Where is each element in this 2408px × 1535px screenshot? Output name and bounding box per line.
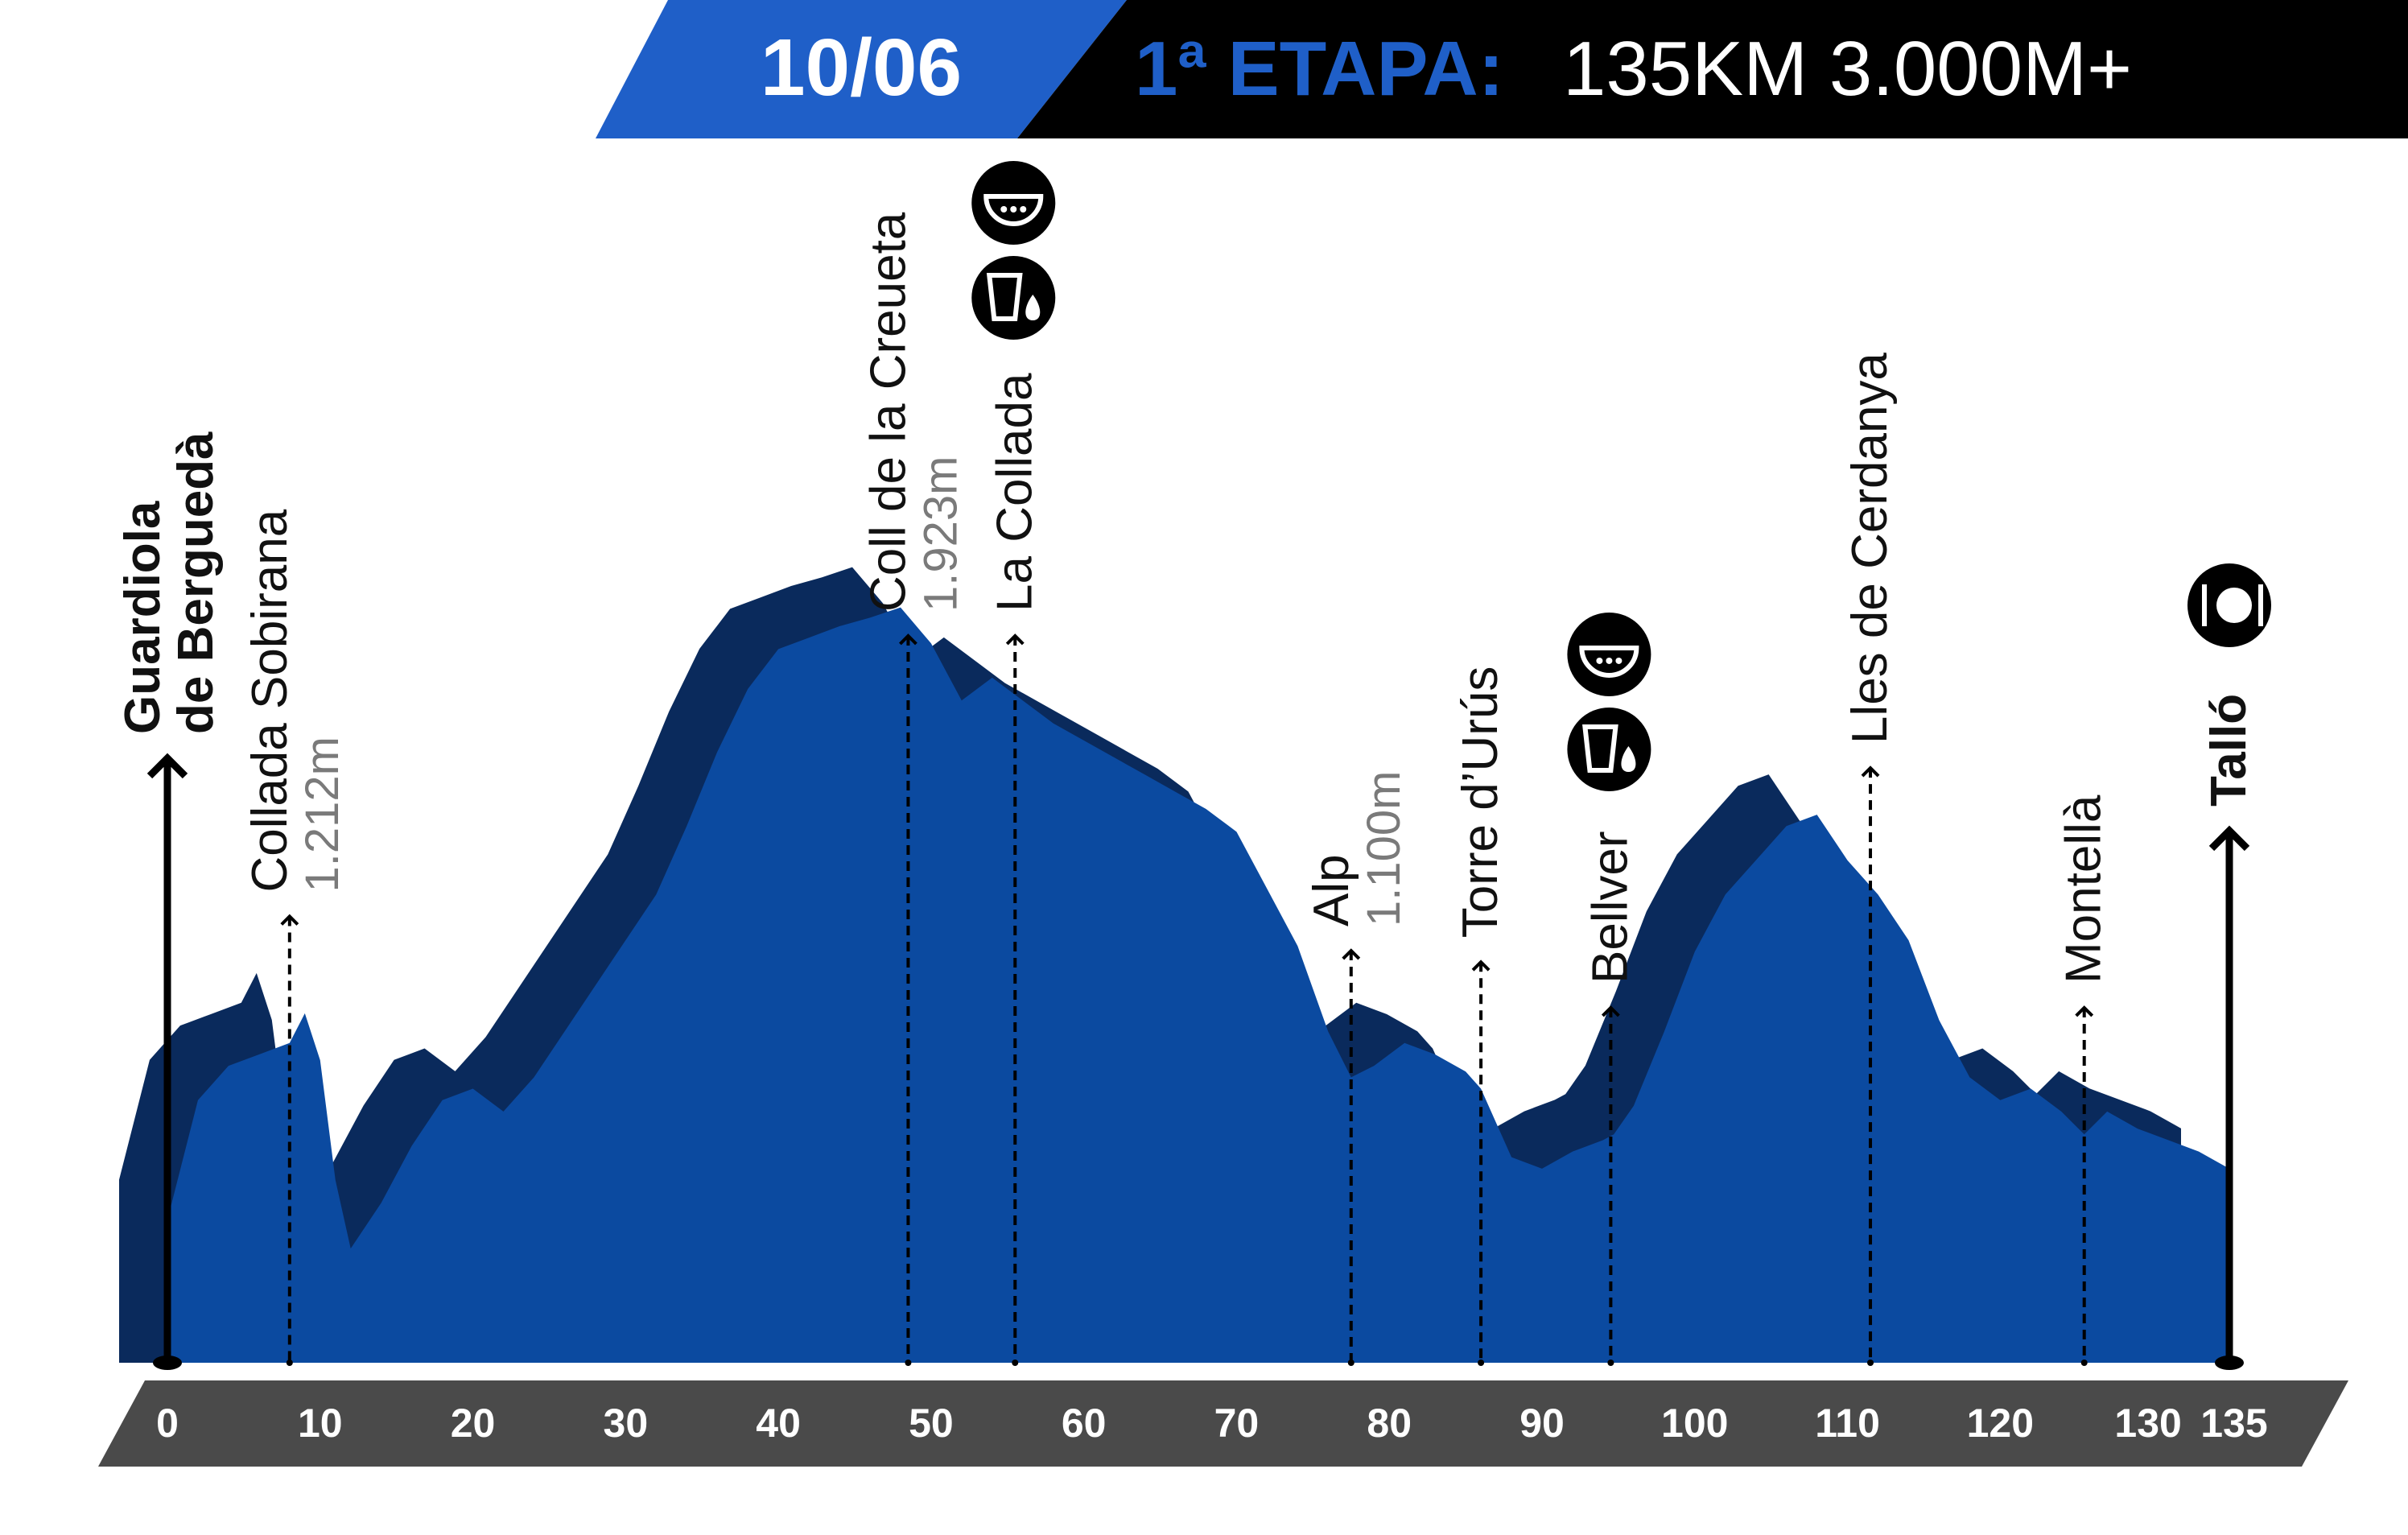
x-tick-label-20: 20: [451, 1401, 496, 1446]
waypoint-dot: [1012, 1360, 1019, 1366]
waypoint-arrow: [1861, 765, 1880, 778]
x-axis-band: [98, 1380, 2348, 1467]
waypoint-arrow: [1601, 1005, 1620, 1017]
profile-main-area: [167, 607, 2229, 1363]
waypoint-arrow: [1471, 959, 1491, 972]
x-tick-label-120: 120: [1967, 1401, 2034, 1446]
waypoint-arrow: [1005, 633, 1025, 646]
stage-title: 1ª ETAPA:: [1135, 26, 1504, 112]
x-tick-label-110: 110: [1815, 1401, 1880, 1446]
waypoint-arrow: [899, 633, 917, 646]
waypoint-name: Talló: [2201, 694, 2257, 807]
waypoint-name: Bellver: [1582, 831, 1638, 984]
x-tick-label-80: 80: [1367, 1401, 1412, 1446]
waypoint-dot: [1607, 1360, 1614, 1366]
waypoint-markers: Guardiolade Berguedà Collada Sobirana1.21…: [115, 161, 2271, 1370]
waypoint-arrow: [2075, 1005, 2094, 1017]
waypoint-name: Montellà: [2056, 794, 2112, 984]
waypoint-name: La Collada: [987, 373, 1042, 612]
x-tick-label-100: 100: [1661, 1401, 1728, 1446]
x-tick-label-90: 90: [1519, 1401, 1565, 1446]
date-banner-bg: [596, 0, 1127, 138]
waypoint-5: Torre d’Urús: [1453, 666, 1508, 1366]
waypoint-name: Coll de la Creueta: [860, 212, 916, 612]
waypoint-name: Torre d’Urús: [1453, 666, 1508, 939]
x-tick-label-70: 70: [1214, 1401, 1260, 1446]
waypoint-dot: [1347, 1360, 1354, 1366]
stage-date: 10/06: [761, 23, 962, 113]
waypoint-dot: [286, 1360, 293, 1366]
meal-icon: [2187, 563, 2271, 647]
elevation-profile: [119, 567, 2229, 1363]
waypoint-name: Guardiolade Berguedà: [115, 431, 224, 734]
x-tick-label-135: 135: [2200, 1401, 2267, 1446]
x-tick-label-60: 60: [1062, 1401, 1107, 1446]
waypoint-dot: [905, 1360, 912, 1366]
waypoint-7: Lles de Cerdanya: [1842, 353, 1898, 1366]
waypoint-name: Collada Sobirana: [242, 509, 298, 892]
waypoint-arrow: [280, 914, 299, 926]
waypoint-dot: [1867, 1360, 1874, 1366]
stage-detail: 135KM 3.000M+: [1563, 26, 2132, 112]
waypoint-3: La Collada: [971, 161, 1056, 1366]
x-tick-label-40: 40: [756, 1401, 801, 1446]
watermelon-icon: [1567, 612, 1651, 696]
waypoint-6: Bellver: [1567, 612, 1651, 1366]
x-axis: 0 10 20 30 40 50 60 70 80 90 100 110 120 130 135: [98, 1380, 2348, 1467]
waypoint-arrow: [2208, 825, 2250, 852]
waypoint-arrow: [1342, 948, 1361, 960]
waypoint-9: Talló: [2187, 563, 2271, 1370]
waypoint-elevation: 1.212m: [296, 737, 348, 892]
waypoint-dot: [1478, 1360, 1485, 1366]
waypoint-0: Guardiolade Berguedà: [115, 431, 224, 1370]
waypoint-dot: [2215, 1356, 2244, 1370]
waypoint-arrow: [146, 753, 188, 779]
waypoint-8: Montellà: [2056, 794, 2112, 1366]
stage-banner-bg: [1017, 0, 2408, 138]
header-banner: 10/06 1ª ETAPA: 135KM 3.000M+: [596, 0, 2408, 138]
x-tick-label-10: 10: [298, 1401, 343, 1446]
x-tick-label-50: 50: [909, 1401, 954, 1446]
waypoint-dot: [153, 1356, 182, 1370]
waypoint-name: Lles de Cerdanya: [1842, 353, 1898, 744]
water-icon: [971, 256, 1056, 340]
watermelon-icon: [971, 161, 1056, 245]
water-icon: [1567, 707, 1651, 791]
waypoint-elevation: 1.923m: [914, 456, 967, 612]
waypoint-elevation: 1.100m: [1358, 771, 1410, 926]
waypoint-name: Alp: [1304, 854, 1359, 926]
x-tick-label-130: 130: [2114, 1401, 2181, 1446]
x-tick-label-30: 30: [604, 1401, 649, 1446]
waypoint-dot: [2080, 1360, 2088, 1366]
x-axis-ticks: 0 10 20 30 40 50 60 70 80 90 100 110 120 130 135: [156, 1401, 2268, 1446]
x-tick-label-0: 0: [156, 1401, 179, 1446]
